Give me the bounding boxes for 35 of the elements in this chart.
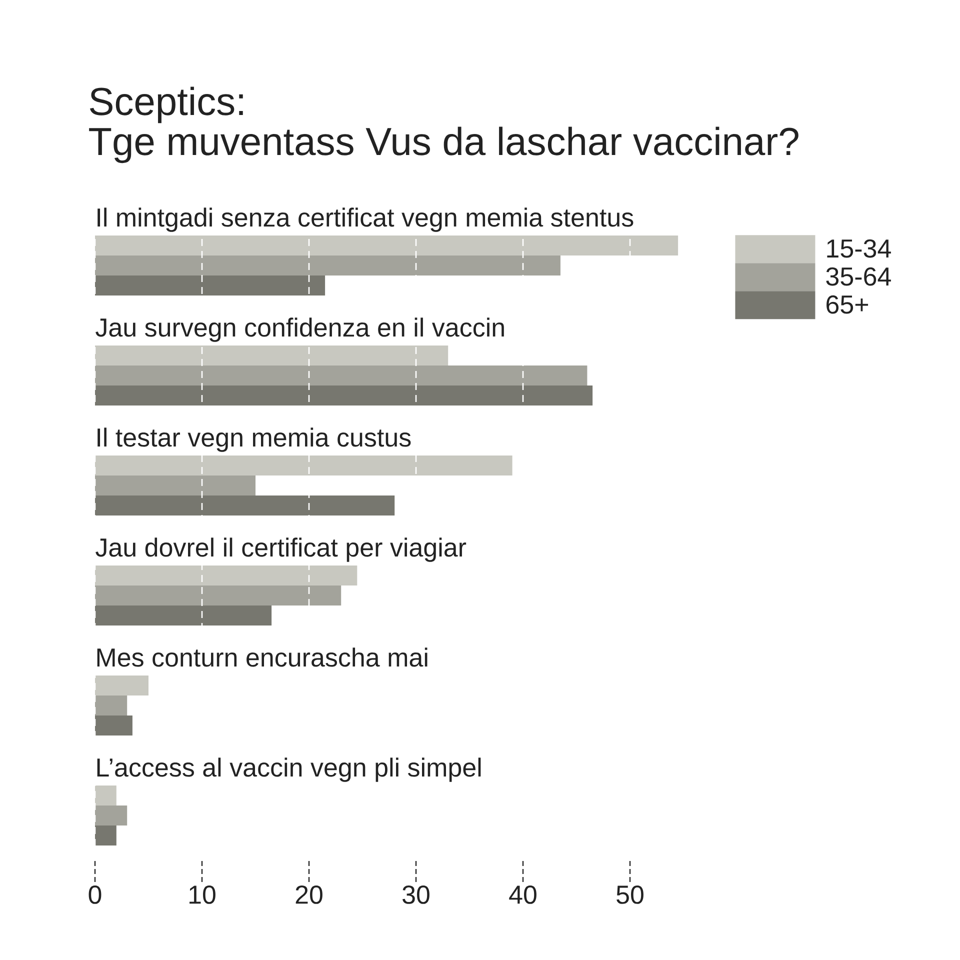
y-tick-label: Jau survegn confidenza en il vaccin [96, 318, 504, 342]
bar [95, 475, 256, 496]
legend-label: 65+ [826, 295, 868, 314]
x-tick-label: 50 [616, 886, 644, 904]
bar [95, 716, 132, 736]
x-tick-label: 40 [509, 886, 536, 904]
bar [95, 806, 128, 826]
bar [95, 495, 395, 516]
bar [95, 455, 512, 476]
y-tick-label: Il testar vegn memia custus [98, 428, 411, 452]
x-tick-label: 30 [402, 886, 430, 904]
chart-title: Sceptics: [90, 86, 243, 124]
bar [95, 365, 588, 386]
y-tick-label: Il mintgadi senza certificat vegn memia stentus [98, 208, 634, 232]
bar [95, 565, 358, 586]
x-tick-label: 0 [88, 886, 102, 904]
bar [95, 605, 272, 626]
bar [95, 696, 128, 716]
bar [95, 235, 678, 256]
bar [95, 275, 326, 296]
x-tick-label: 20 [296, 886, 322, 904]
legend-label: 35-64 [826, 267, 891, 286]
bar [95, 385, 593, 406]
legend-label: 15-34 [827, 239, 891, 258]
bar [95, 826, 116, 846]
y-tick-label: Mes conturn encurascha mai [97, 648, 428, 667]
bar [95, 786, 116, 806]
bar [95, 675, 148, 696]
x-tick-label: 10 [190, 886, 216, 904]
y-tick-label: Jau dovrel il certificat per viagiar [96, 538, 466, 562]
bar [95, 255, 560, 276]
bar [95, 585, 342, 606]
chart-subtitle: Tge muventass Vus da laschar vaccinar? [89, 126, 798, 164]
bar [95, 345, 448, 366]
y-tick-label: L’access al vaccin vegn pli simpel [97, 758, 481, 782]
